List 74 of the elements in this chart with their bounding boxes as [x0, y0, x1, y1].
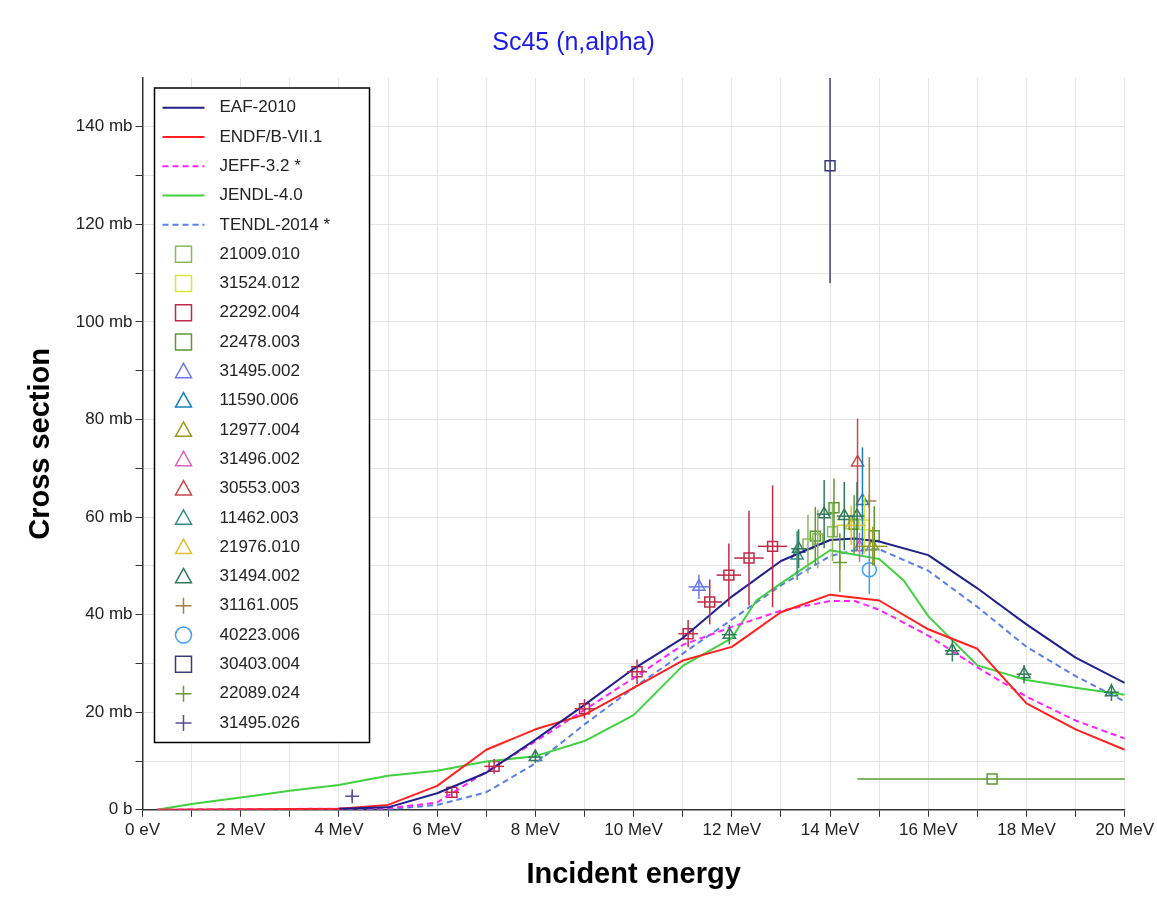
point	[578, 703, 591, 715]
point	[861, 562, 878, 578]
legend-label: 22292.004	[219, 302, 300, 322]
y-tick-label: 60 mb	[85, 506, 133, 526]
point	[824, 160, 836, 172]
x-tick-label: 0 eV	[125, 819, 161, 839]
point	[802, 538, 814, 550]
legend-label: ENDF/B-VII.1	[219, 126, 323, 146]
point	[631, 666, 643, 678]
legend-label: 31496.002	[219, 448, 300, 468]
point	[682, 627, 694, 640]
point	[446, 786, 458, 798]
y-tick-label: 120 mb	[75, 214, 133, 234]
point	[1017, 666, 1031, 679]
point	[850, 454, 865, 467]
x-tick-label: 12 MeV	[702, 819, 762, 839]
legend-label: 21976.010	[219, 536, 300, 556]
point	[528, 749, 543, 762]
x-tick-label: 14 MeV	[800, 819, 860, 839]
point	[723, 569, 735, 581]
legend-label: 22478.003	[219, 331, 300, 351]
point	[692, 579, 706, 592]
x-tick-label: 20 MeV	[1095, 819, 1155, 839]
legend-label: 31161.005	[219, 595, 299, 615]
x-tick-label: 18 MeV	[997, 819, 1057, 839]
point	[828, 502, 840, 514]
point	[1104, 684, 1119, 697]
x-tick-label: 16 MeV	[898, 819, 959, 839]
legend-label: 31495.002	[219, 361, 300, 381]
legend-label: 21009.010	[219, 243, 300, 263]
x-tick-label: 10 MeV	[604, 819, 664, 839]
point	[848, 518, 860, 531]
point	[855, 493, 870, 506]
x-tick-label: 6 MeV	[412, 819, 463, 839]
legend-label: 30553.003	[219, 478, 300, 498]
point	[488, 760, 500, 773]
x-tick-label: 2 MeV	[216, 819, 266, 839]
point	[858, 519, 871, 531]
point	[766, 540, 779, 553]
x-tick-label: 8 MeV	[510, 819, 561, 839]
legend-label: 31495.026	[219, 712, 300, 732]
legend-label: JENDL-4.0	[219, 185, 303, 205]
y-axis-title: Cross section	[23, 348, 56, 540]
point	[790, 547, 804, 560]
point	[722, 626, 737, 639]
legend-label: 30403.004	[219, 654, 300, 674]
point	[945, 643, 960, 656]
legend-label: 12977.004	[219, 419, 300, 439]
y-tick-label: 40 mb	[85, 604, 133, 624]
legend-label: 40223.006	[219, 624, 300, 644]
legend-label: 22089.024	[219, 683, 300, 703]
point	[704, 596, 716, 608]
legend-label: 11590.006	[219, 390, 299, 410]
legend-label: 31494.002	[219, 566, 300, 586]
point	[986, 773, 998, 785]
point	[826, 526, 839, 538]
point	[844, 517, 858, 530]
legend-label: 11462.003	[219, 507, 299, 527]
x-axis-title: Incident energy	[526, 856, 741, 889]
legend-label: 31524.012	[219, 273, 300, 293]
y-tick-label: 20 mb	[85, 701, 133, 721]
point	[743, 552, 755, 564]
y-tick-label: 80 mb	[85, 409, 133, 429]
chart-title: Sc45 (n,alpha)	[492, 26, 655, 55]
point	[344, 788, 360, 804]
y-tick-label: 100 mb	[75, 311, 133, 331]
legend-label: JEFF-3.2 *	[219, 155, 302, 175]
y-tick-label: 140 mb	[75, 116, 133, 136]
x-tick-label: 4 MeV	[314, 819, 365, 839]
legend-label: TENDL-2014 *	[219, 214, 331, 234]
point	[817, 506, 831, 519]
y-tick-label: 0 b	[108, 799, 133, 819]
point	[852, 539, 867, 552]
legend-label: EAF-2010	[219, 97, 297, 117]
